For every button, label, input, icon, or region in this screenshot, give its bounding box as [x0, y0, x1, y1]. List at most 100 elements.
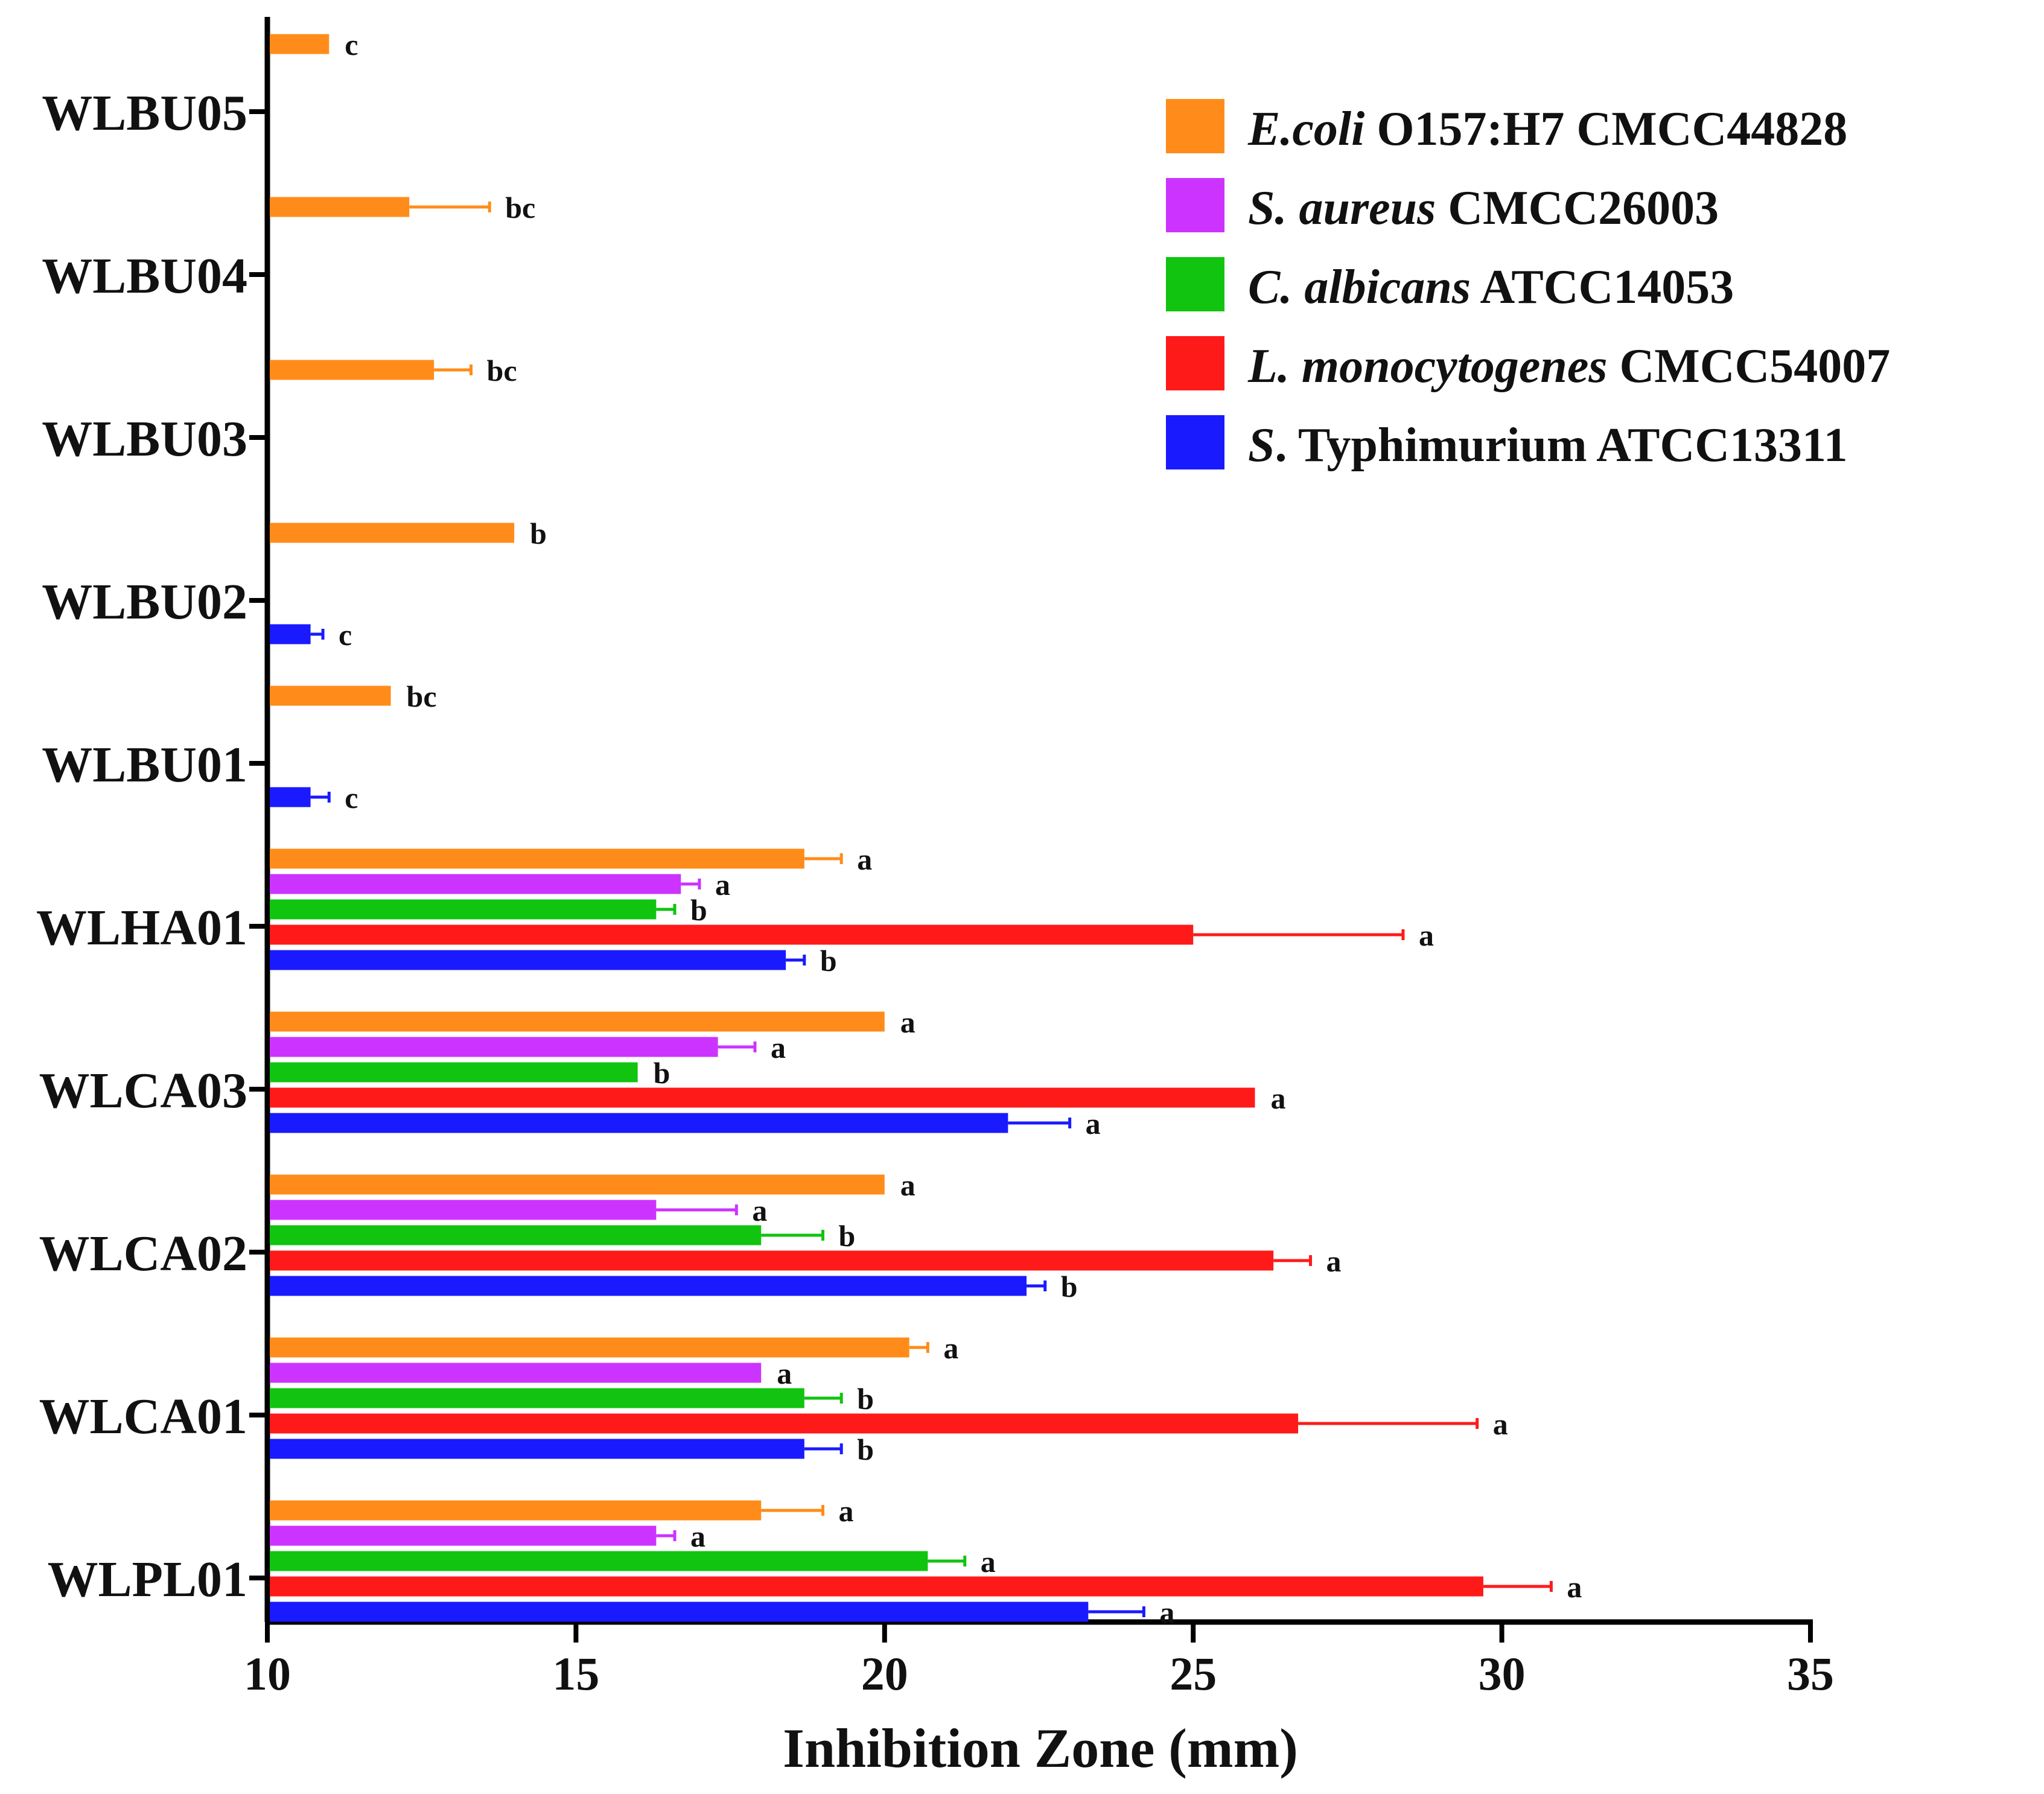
- y-tick-label: WLCA03: [39, 1063, 247, 1119]
- significance-letter: c: [345, 28, 358, 62]
- bar: [270, 1337, 909, 1358]
- significance-letter: c: [345, 781, 358, 815]
- bar: [270, 1413, 1299, 1434]
- bar: [270, 1250, 1274, 1271]
- significance-letter: a: [981, 1545, 996, 1579]
- significance-letter: bc: [505, 191, 535, 224]
- legend: E.coli O157:H7 CMCC44828 S. aureus CMCC26…: [1166, 99, 1890, 472]
- significance-letter: bc: [487, 354, 517, 387]
- significance-letter: a: [1567, 1570, 1582, 1604]
- legend-entry-rest: ATCC14053: [1471, 261, 1734, 314]
- significance-letter: a: [1159, 1595, 1174, 1629]
- legend-entry-rest: . Typhimurium ATCC13311: [1275, 419, 1848, 472]
- bar: [270, 1276, 1027, 1296]
- bar: [270, 1551, 928, 1571]
- bars-group: [270, 34, 1553, 1622]
- significance-letter: a: [1086, 1107, 1101, 1140]
- significance-letter: a: [1270, 1081, 1285, 1115]
- legend-entry-rest: O157:H7 CMCC44828: [1364, 103, 1847, 156]
- bar: [270, 1062, 638, 1083]
- significance-letter: b: [857, 1382, 874, 1416]
- significance-letter: b: [839, 1219, 856, 1253]
- legend-entry: E.coli O157:H7 CMCC44828: [1247, 103, 1847, 156]
- significance-letter: b: [1061, 1270, 1078, 1303]
- x-tick-label: 10: [244, 1647, 291, 1700]
- bar: [270, 1525, 657, 1546]
- bar: [270, 34, 330, 54]
- legend-entry: S. aureus CMCC26003: [1248, 182, 1719, 235]
- significance-letter: bc: [407, 679, 437, 713]
- x-tick-label: 35: [1787, 1647, 1834, 1700]
- significance-letter: a: [752, 1194, 767, 1227]
- legend-entry-rest: CMCC26003: [1436, 182, 1719, 235]
- significance-letter: a: [900, 1005, 915, 1039]
- bar: [270, 950, 786, 970]
- bar: [270, 848, 804, 869]
- bar: [270, 1602, 1089, 1622]
- bar: [270, 1225, 762, 1245]
- significance-letter: b: [654, 1056, 670, 1090]
- bar: [270, 1576, 1483, 1597]
- bar: [270, 1113, 1008, 1133]
- bar: [270, 1200, 657, 1220]
- significance-letter: a: [690, 1519, 705, 1553]
- bar: [270, 924, 1194, 945]
- y-tick-label: WLBU05: [42, 85, 247, 141]
- legend-entry: C. albicans ATCC14053: [1248, 261, 1734, 314]
- significance-letter: b: [820, 944, 837, 978]
- significance-letter: a: [839, 1494, 854, 1528]
- bar: [270, 1174, 885, 1195]
- legend-swatch: [1166, 178, 1224, 232]
- y-tick-label: WLBU01: [42, 737, 247, 793]
- bar: [270, 1363, 762, 1383]
- bar: [270, 197, 410, 217]
- y-tick-label: WLBU02: [42, 574, 247, 630]
- legend-entry-italic: C. albicans: [1248, 261, 1471, 314]
- bar: [270, 1087, 1255, 1108]
- bar: [270, 1439, 804, 1459]
- bar: [270, 787, 311, 807]
- bar: [270, 624, 311, 644]
- bar: [270, 1011, 885, 1032]
- bar: [270, 685, 391, 706]
- legend-swatch: [1166, 336, 1224, 390]
- significance-letter: a: [900, 1168, 915, 1202]
- legend-entry-italic: S. aureus: [1248, 182, 1436, 235]
- x-axis-title: Inhibition Zone (mm): [783, 1717, 1298, 1779]
- legend-swatch: [1166, 415, 1224, 469]
- y-tick-label: WLCA02: [39, 1226, 247, 1282]
- legend-swatch: [1166, 257, 1224, 311]
- bar: [270, 1500, 762, 1521]
- legend-swatch: [1166, 99, 1224, 153]
- legend-entry-italic: L. monocytogenes: [1247, 340, 1607, 393]
- x-tick-label: 20: [861, 1647, 908, 1700]
- significance-letter: a: [1493, 1407, 1508, 1441]
- legend-entry: S. Typhimurium ATCC13311: [1248, 419, 1848, 472]
- significance-letter: c: [339, 618, 352, 652]
- legend-entry-italic: S: [1248, 419, 1275, 472]
- bar: [270, 874, 681, 894]
- significance-letter: b: [690, 893, 707, 927]
- significance-letter: a: [943, 1331, 958, 1365]
- bar: [270, 523, 515, 543]
- significance-letter: b: [857, 1433, 874, 1466]
- x-tick-label: 15: [552, 1647, 599, 1700]
- legend-entry: L. monocytogenes CMCC54007: [1247, 340, 1890, 393]
- y-tick-label: WLHA01: [36, 900, 247, 956]
- bar: [270, 899, 657, 920]
- significance-letter: a: [857, 842, 872, 876]
- y-tick-label: WLCA01: [39, 1388, 247, 1445]
- significance-letter: b: [530, 517, 547, 550]
- y-tick-label: WLPL01: [48, 1551, 247, 1608]
- significance-letter: a: [1419, 918, 1434, 952]
- x-tick-label: 25: [1170, 1647, 1217, 1700]
- bar: [270, 1037, 718, 1057]
- x-tick-label: 30: [1479, 1647, 1526, 1700]
- significance-letter: a: [777, 1357, 792, 1390]
- labels-group: 10 15 20 25 30 35WLBU05cWLBU04bcWLBU03bcWLBU0…: [36, 28, 1834, 1700]
- bar: [270, 1388, 804, 1408]
- significance-letter: a: [715, 868, 730, 902]
- significance-letter: a: [1326, 1244, 1342, 1278]
